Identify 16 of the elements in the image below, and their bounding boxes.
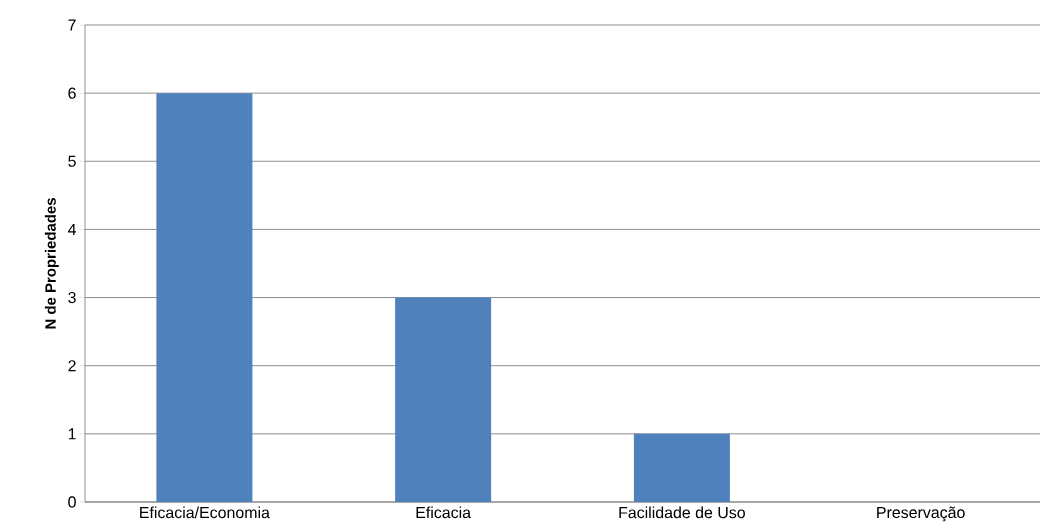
y-tick-label: 4 bbox=[67, 223, 77, 235]
x-tick-label: Preservação bbox=[877, 506, 965, 522]
bar bbox=[633, 433, 730, 502]
x-tick-label: Eficacia/Economia bbox=[140, 506, 270, 519]
y-tick-label: 5 bbox=[68, 155, 76, 167]
y-tick-label: 3 bbox=[68, 291, 76, 304]
y-tick-label: 2 bbox=[68, 360, 76, 372]
y-axis-title: N de Propriedades bbox=[44, 198, 59, 329]
bar bbox=[395, 297, 492, 502]
y-tick-label: 1 bbox=[68, 428, 76, 440]
bar bbox=[156, 93, 253, 502]
x-tick-label: Facilidade de Uso bbox=[619, 506, 745, 519]
y-tick-label: 0 bbox=[68, 496, 76, 508]
y-tick-label: 7 bbox=[68, 19, 76, 31]
y-tick-label: 6 bbox=[68, 87, 76, 99]
x-tick-label: Eficacia bbox=[416, 506, 472, 519]
